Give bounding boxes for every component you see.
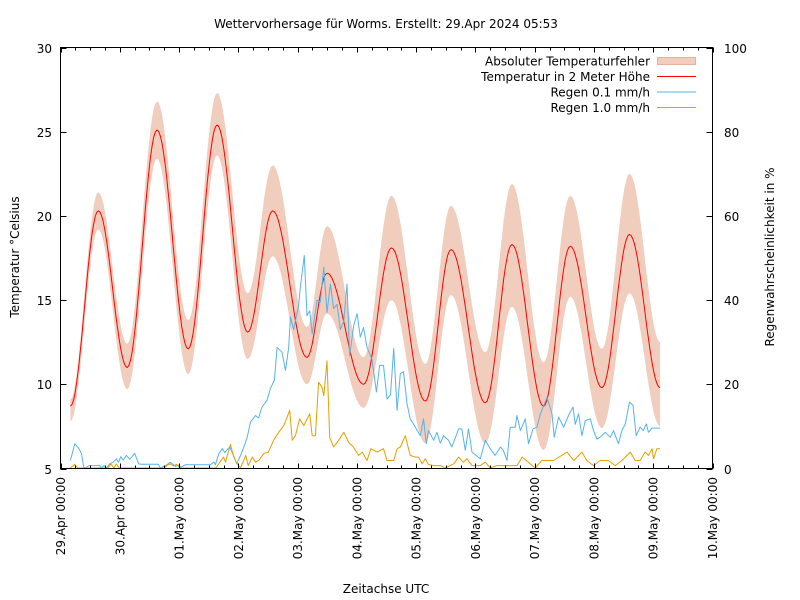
x-tick-label: 03.May 00:00 (291, 477, 305, 559)
legend-entry: Regen 1.0 mm/h (550, 101, 696, 115)
y-left-tick-label: 5 (44, 463, 52, 477)
legend-entry: Absoluter Temperaturfehler (485, 55, 696, 69)
x-tick-label: 08.May 00:00 (587, 477, 601, 559)
x-axis-label: Zeitachse UTC (343, 582, 429, 596)
y-right-tick-label: 100 (724, 42, 747, 56)
legend-entry: Regen 0.1 mm/h (550, 86, 696, 100)
legend-label: Regen 0.1 mm/h (550, 86, 650, 100)
legend-label: Absoluter Temperaturfehler (485, 55, 650, 69)
x-tick-label: 10.May 00:00 (706, 477, 720, 559)
plot-area (69, 93, 661, 469)
y-left-tick-label: 15 (37, 294, 52, 308)
y-right-tick-label: 40 (724, 294, 739, 308)
y-left-tick-label: 20 (37, 210, 52, 224)
y-left-tick-label: 25 (37, 126, 52, 140)
y-right-tick-label: 0 (724, 463, 732, 477)
rain-0.1mm-probability-line (69, 255, 661, 469)
chart-title: Wettervorhersage für Worms. Erstellt: 29… (214, 17, 558, 31)
y-left-axis-label: Temperatur °Celsius (8, 196, 22, 318)
x-tick-label: 09.May 00:00 (647, 477, 661, 559)
plot-frame (60, 47, 713, 469)
x-tick-label: 02.May 00:00 (232, 477, 246, 559)
x-tick-label: 05.May 00:00 (410, 477, 424, 559)
temperature-line (70, 124, 661, 407)
y-right-tick-label: 20 (724, 378, 739, 392)
legend-swatch-band (657, 57, 696, 65)
tick-labels: 29.Apr 00:00 30.Apr 00:00 01.May 00:00 02.M… (37, 42, 747, 559)
rain-1.0mm-probability-line (70, 360, 661, 469)
legend-label: Temperatur in 2 Meter Höhe (480, 70, 650, 84)
x-tick-label: 04.May 00:00 (350, 477, 364, 559)
x-tick-label: 30.Apr 00:00 (113, 477, 127, 555)
legend-label: Regen 1.0 mm/h (550, 101, 650, 115)
x-tick-label: 01.May 00:00 (173, 477, 187, 559)
x-tick-label: 29.Apr 00:00 (54, 477, 68, 555)
x-tick-label: 06.May 00:00 (469, 477, 483, 559)
y-left-tick-label: 30 (37, 42, 52, 56)
x-tick-label: 07.May 00:00 (528, 477, 542, 559)
legend-entry: Temperatur in 2 Meter Höhe (480, 70, 696, 84)
temperature-error-band (70, 93, 661, 450)
y-right-tick-label: 80 (724, 126, 739, 140)
y-left-tick-label: 10 (37, 378, 52, 392)
axis-ticks (60, 47, 714, 470)
y-right-tick-label: 60 (724, 210, 739, 224)
y-right-axis-label: Regenwahrscheinlichkeit in % (763, 167, 777, 346)
